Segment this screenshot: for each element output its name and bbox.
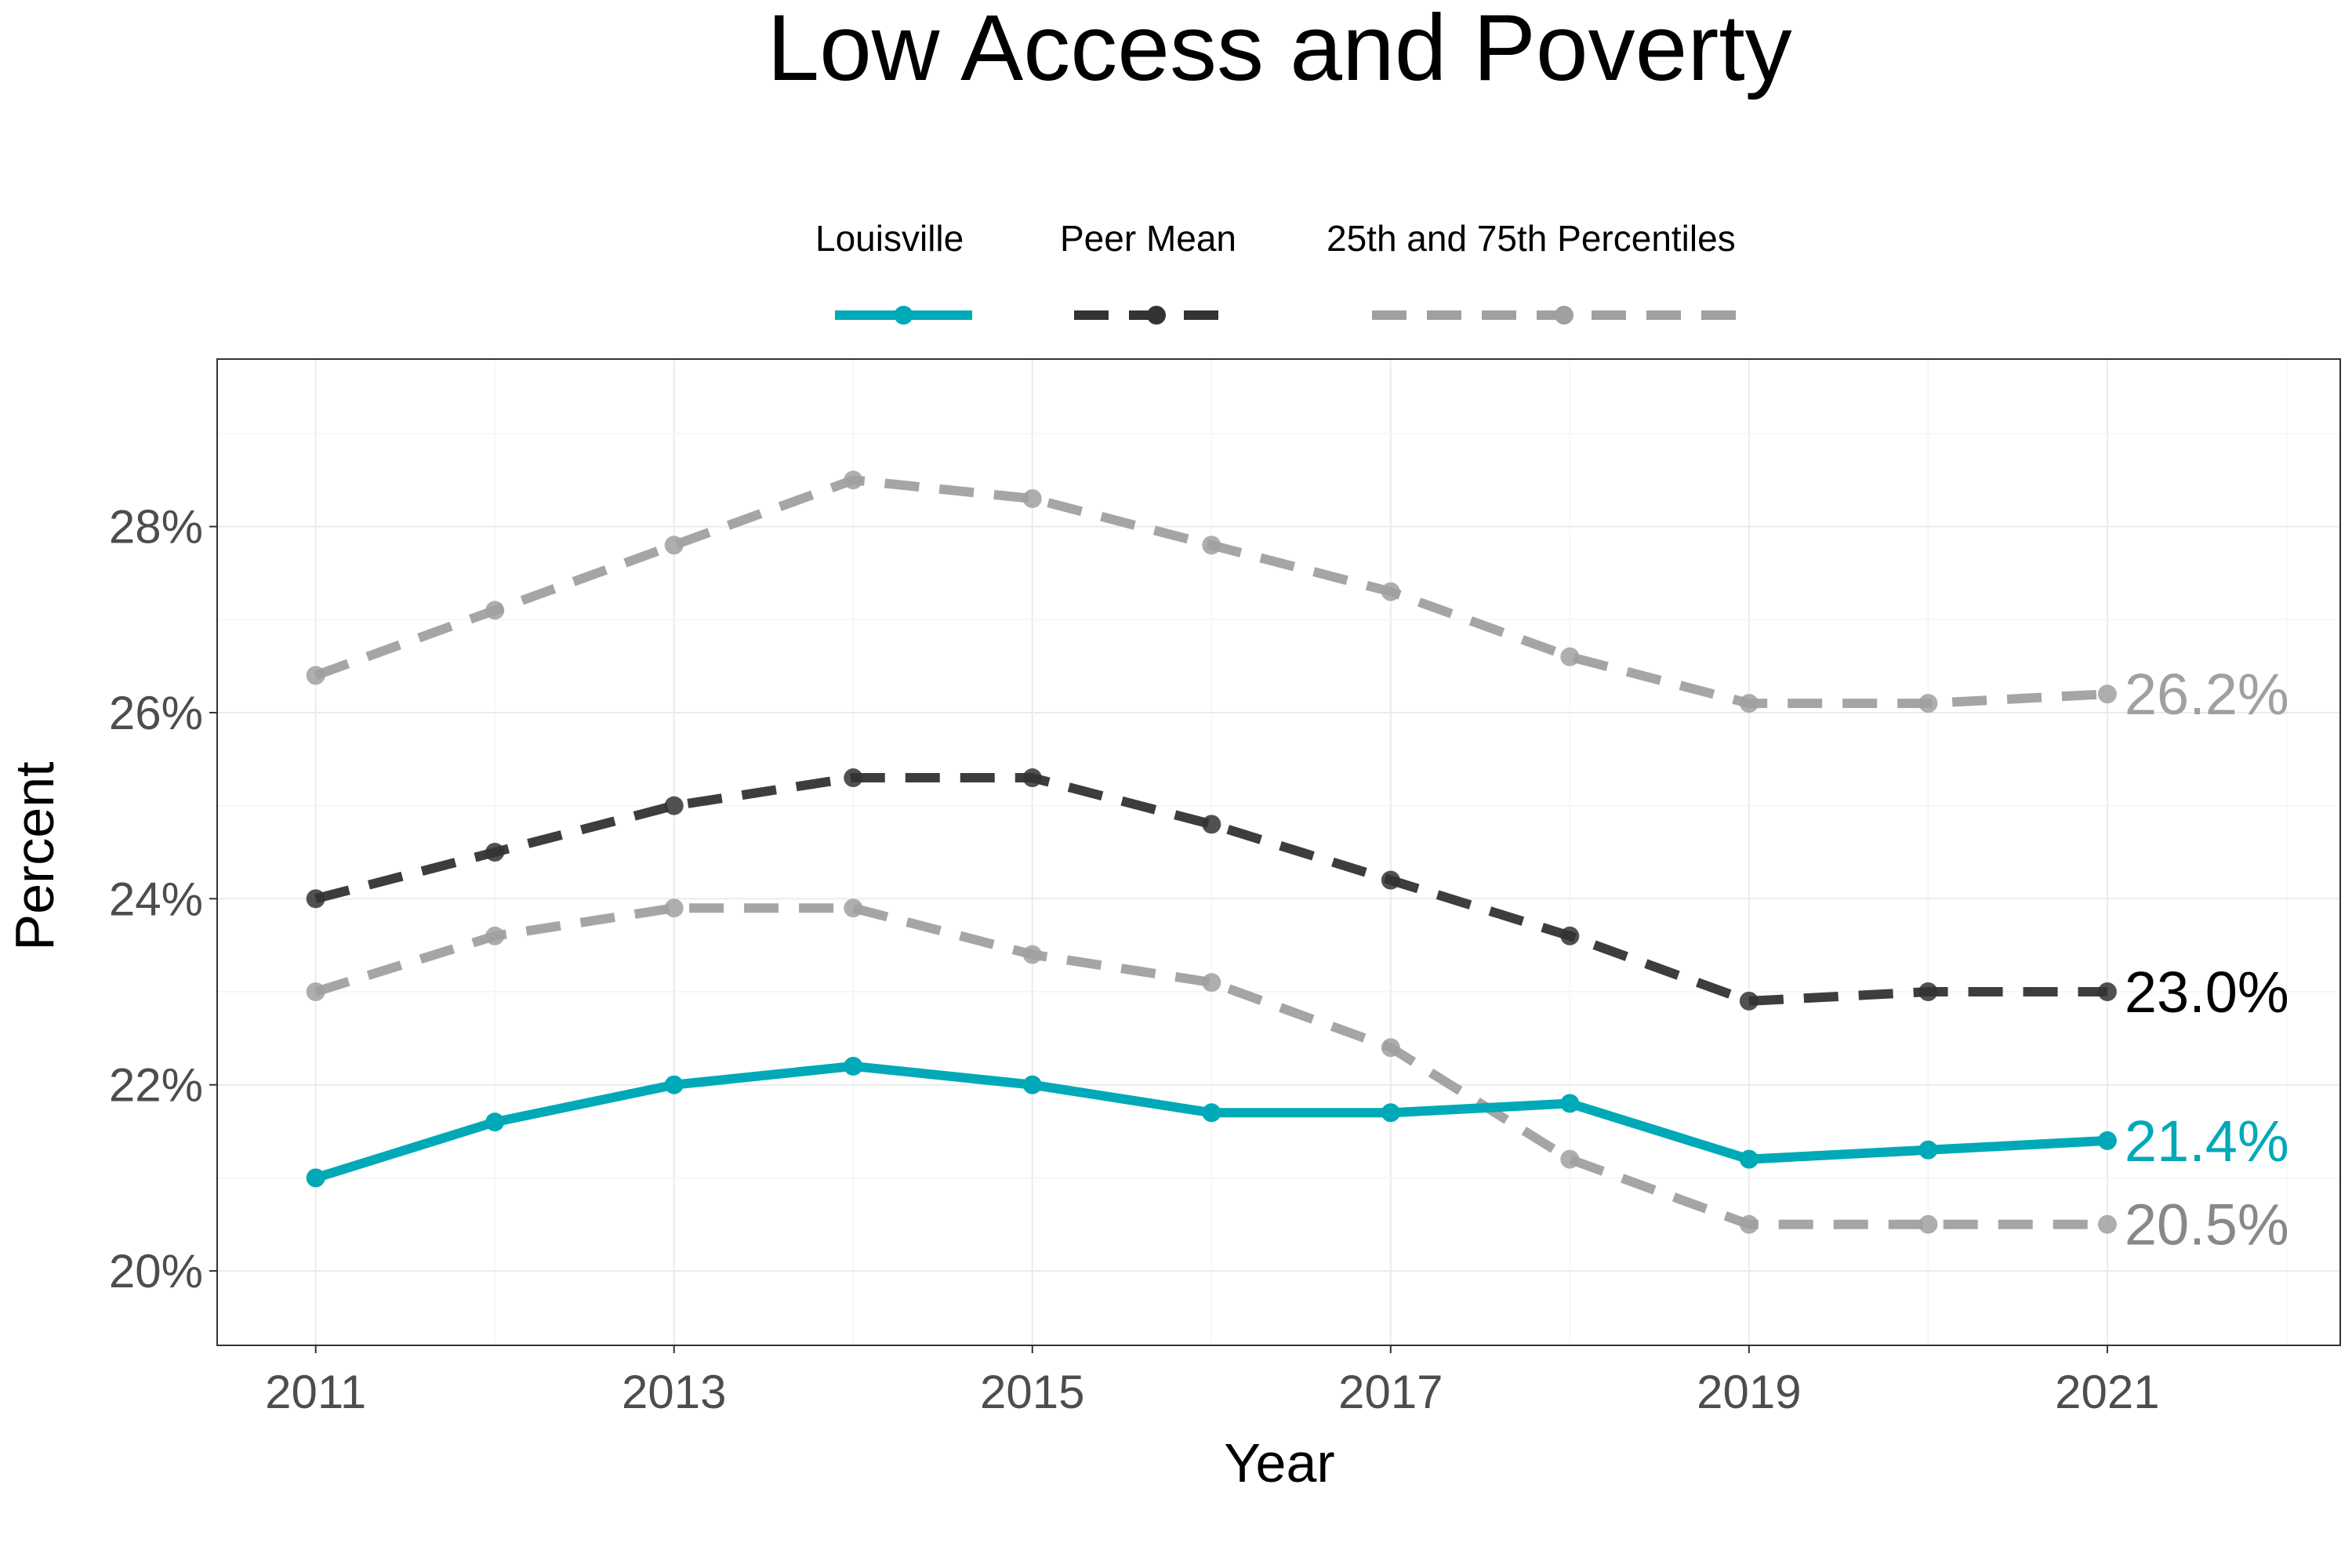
data-point bbox=[664, 898, 684, 918]
data-point bbox=[1918, 1214, 1938, 1234]
series-line bbox=[314, 773, 2107, 1006]
data-point bbox=[485, 926, 505, 946]
chart-title: Low Access and Poverty bbox=[767, 0, 1791, 100]
y-tick-label: 26% bbox=[109, 687, 203, 739]
data-point bbox=[1381, 1103, 1400, 1123]
data-point bbox=[1739, 694, 1759, 713]
series-peer-mean bbox=[306, 768, 2117, 1011]
data-point bbox=[2097, 982, 2117, 1002]
end-label: 21.4% bbox=[2125, 1109, 2289, 1174]
series-25th bbox=[306, 898, 2117, 1234]
end-label: 23.0% bbox=[2125, 960, 2289, 1025]
data-point bbox=[844, 1056, 863, 1076]
data-point bbox=[2097, 1131, 2117, 1150]
data-point bbox=[485, 843, 505, 862]
legend-label: Louisville bbox=[815, 218, 964, 259]
data-point bbox=[1202, 815, 1221, 834]
series-75th bbox=[306, 470, 2117, 713]
x-axis-ticks: 2011 2013 2015 2017 2019 2021 bbox=[265, 1345, 2160, 1418]
data-point bbox=[306, 1168, 325, 1188]
data-point bbox=[1381, 870, 1400, 890]
y-tick-label: 22% bbox=[109, 1059, 203, 1112]
legend-label: Peer Mean bbox=[1060, 218, 1236, 259]
data-point bbox=[1918, 694, 1938, 713]
data-point bbox=[1560, 1094, 1580, 1113]
end-label: 20.5% bbox=[2125, 1192, 2289, 1258]
data-point bbox=[1918, 982, 1938, 1002]
x-tick-label: 2017 bbox=[1338, 1366, 1443, 1418]
grid-lines bbox=[217, 359, 2340, 1345]
data-point bbox=[664, 1075, 684, 1094]
data-point bbox=[844, 898, 863, 918]
legend-label: 25th and 75th Percentiles bbox=[1327, 218, 1736, 259]
data-point bbox=[306, 889, 325, 909]
data-point bbox=[664, 535, 684, 555]
data-point bbox=[1202, 535, 1221, 555]
data-point bbox=[306, 982, 325, 1002]
data-point bbox=[1022, 768, 1042, 788]
data-point bbox=[1202, 1103, 1221, 1123]
data-point bbox=[1739, 1149, 1759, 1169]
data-point bbox=[1918, 1140, 1938, 1160]
x-tick-label: 2015 bbox=[980, 1366, 1084, 1418]
series-layer bbox=[306, 470, 2117, 1234]
legend-item: Peer Mean bbox=[1060, 218, 1239, 325]
data-point bbox=[1202, 973, 1221, 993]
plot-border bbox=[216, 358, 2341, 1346]
x-tick-label: 2019 bbox=[1697, 1366, 1801, 1418]
x-axis-title: Year bbox=[1224, 1432, 1334, 1494]
data-point bbox=[664, 796, 684, 815]
data-point bbox=[2097, 1214, 2117, 1234]
plot-area bbox=[217, 359, 2340, 1345]
y-tick-label: 24% bbox=[109, 873, 203, 925]
legend-swatch-point bbox=[1147, 306, 1166, 325]
x-tick-label: 2013 bbox=[622, 1366, 726, 1418]
legend-item: 25th and 75th Percentiles bbox=[1327, 218, 1756, 325]
y-axis-title: Percent bbox=[4, 761, 65, 950]
data-point bbox=[1739, 1214, 1759, 1234]
data-point bbox=[844, 768, 863, 788]
data-point bbox=[1381, 1038, 1400, 1058]
data-point bbox=[1560, 926, 1580, 946]
data-point bbox=[1560, 1149, 1580, 1169]
y-tick-label: 28% bbox=[109, 501, 203, 554]
end-labels: 26.2% 23.0% 20.5% 21.4% bbox=[2125, 662, 2289, 1257]
data-point bbox=[485, 601, 505, 620]
x-tick-label: 2021 bbox=[2055, 1366, 2159, 1418]
series-louisville bbox=[306, 1056, 2117, 1188]
x-tick-label: 2011 bbox=[265, 1366, 366, 1418]
data-point bbox=[844, 470, 863, 490]
legend-swatch-point bbox=[894, 306, 913, 325]
legend-item: Louisville bbox=[815, 218, 972, 325]
series-line bbox=[314, 903, 2107, 1229]
data-point bbox=[2097, 684, 2117, 704]
data-point bbox=[485, 1112, 505, 1132]
data-point bbox=[1022, 945, 1042, 964]
data-point bbox=[1381, 582, 1400, 601]
y-tick-label: 20% bbox=[109, 1245, 203, 1298]
data-point bbox=[1022, 1075, 1042, 1094]
data-point bbox=[1560, 647, 1580, 666]
end-label: 26.2% bbox=[2125, 662, 2289, 727]
legend: Louisville Peer Mean 25th and 75th Percent… bbox=[815, 218, 1756, 325]
legend-swatch-point bbox=[1555, 306, 1573, 325]
data-point bbox=[306, 666, 325, 685]
data-point bbox=[1739, 991, 1759, 1011]
y-axis-ticks: 20% 22% 24% 26% 28% bbox=[109, 501, 217, 1298]
data-point bbox=[1022, 489, 1042, 509]
